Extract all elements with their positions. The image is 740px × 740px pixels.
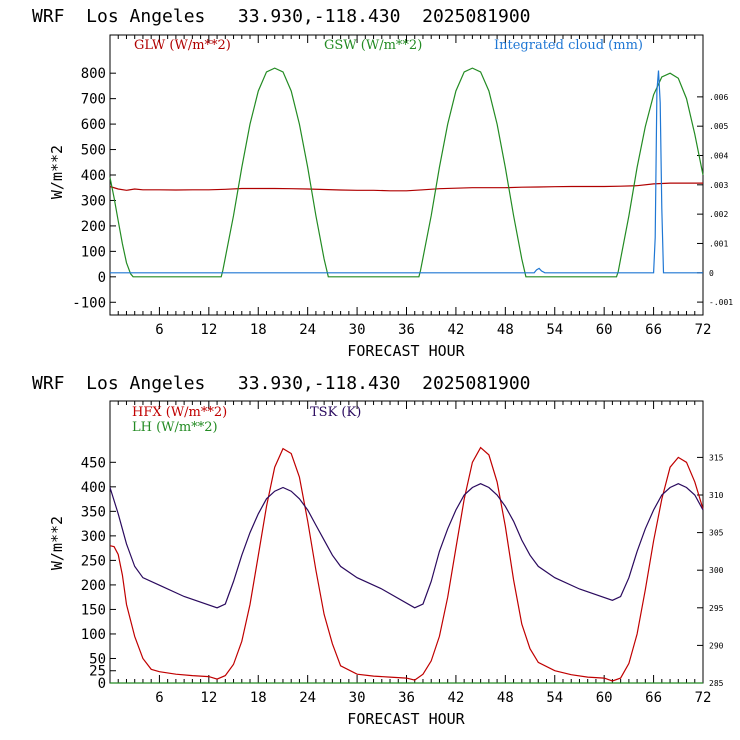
x-tick-label: 66 <box>645 322 662 338</box>
x-tick-label: 72 <box>695 690 712 706</box>
chart-legend: GLW (W/m**2) GSW (W/m**2) Integrated clo… <box>134 38 643 53</box>
legend-label-hfx: HFX (W/m**2) <box>132 405 227 420</box>
y-tick-label: 400 <box>81 480 106 496</box>
chart-surface-flux: WRF Los Angeles 33.930,-118.430 20250819… <box>32 373 724 728</box>
x-tick-label: 72 <box>695 322 712 338</box>
y-tick-label: 350 <box>81 504 106 520</box>
x-tick-label: 60 <box>596 322 613 338</box>
y-tick-label: 300 <box>81 529 106 545</box>
chart-title: WRF Los Angeles 33.930,-118.430 20250819… <box>32 373 531 394</box>
y2-tick-label: 285 <box>709 679 724 688</box>
series-line-tsk <box>109 483 704 609</box>
y-tick-label: 300 <box>81 193 106 209</box>
y-tick-label: 0 <box>98 676 106 692</box>
y-tick-label: 50 <box>89 651 106 667</box>
x-tick-label: 6 <box>155 690 163 706</box>
x-tick-label: 6 <box>155 322 163 338</box>
y2-tick-label: 315 <box>709 453 724 462</box>
y-tick-label: 700 <box>81 92 106 108</box>
x-tick-label: 54 <box>546 690 563 706</box>
x-tick-label: 24 <box>299 690 316 706</box>
y-tick-label: 400 <box>81 168 106 184</box>
x-tick-label: 48 <box>497 322 514 338</box>
x-axis-label: FORECAST HOUR <box>347 710 465 728</box>
y-tick-label: 500 <box>81 143 106 159</box>
y2-tick-label: .004 <box>709 152 728 161</box>
y2-tick-label: 290 <box>709 641 724 650</box>
y-tick-label: 450 <box>81 455 106 471</box>
y-tick-label: 200 <box>81 219 106 235</box>
y2-tick-label: 0 <box>709 269 714 278</box>
y2-tick-label: 300 <box>709 566 724 575</box>
x-tick-label: 60 <box>596 690 613 706</box>
plot-frame <box>109 400 704 684</box>
y2-tick-label: 295 <box>709 604 724 613</box>
legend-label-cloud: Integrated cloud (mm) <box>494 38 643 53</box>
legend-label-glw: GLW (W/m**2) <box>134 38 231 53</box>
chart-title: WRF Los Angeles 33.930,-118.430 20250819… <box>32 6 531 27</box>
x-tick-label: 18 <box>250 322 267 338</box>
y-axis-label: W/m**2 <box>48 145 66 199</box>
y-tick-label: 200 <box>81 578 106 594</box>
x-axis-label: FORECAST HOUR <box>347 342 465 360</box>
x-tick-label: 48 <box>497 690 514 706</box>
y-tick-label: 250 <box>81 553 106 569</box>
x-tick-label: 24 <box>299 322 316 338</box>
y2-tick-label: -.001 <box>709 298 733 307</box>
x-tick-label: 30 <box>349 322 366 338</box>
x-tick-label: 42 <box>447 690 464 706</box>
x-tick-label: 18 <box>250 690 267 706</box>
y-tick-label: 600 <box>81 117 106 133</box>
y2-tick-label: .002 <box>709 210 728 219</box>
x-tick-label: 36 <box>398 690 415 706</box>
y2-tick-label: .001 <box>709 239 728 248</box>
chart-marks: 6 12 18 24 30 36 42 48 54 60 66 72 -100 0 100 200 300 400… <box>72 35 733 338</box>
x-tick-label: 12 <box>200 690 217 706</box>
y-tick-label: -100 <box>72 295 106 311</box>
x-tick-label: 42 <box>447 322 464 338</box>
y2-tick-label: .005 <box>709 122 728 131</box>
x-tick-label: 54 <box>546 322 563 338</box>
y2-tick-label: .006 <box>709 93 728 102</box>
chart-radiation-cloud: WRF Los Angeles 33.930,-118.430 20250819… <box>32 6 733 360</box>
y2-tick-label: 310 <box>709 491 724 500</box>
y-tick-label: 800 <box>81 66 106 82</box>
series-line-hfx <box>109 446 704 682</box>
legend-label-lh: LH (W/m**2) <box>132 420 218 435</box>
series-line-integrated <box>110 70 703 274</box>
y2-tick-label: 305 <box>709 529 724 538</box>
y-tick-label: 150 <box>81 602 106 618</box>
y-tick-label: 100 <box>81 244 106 260</box>
series-line-gsw <box>109 67 704 278</box>
x-tick-label: 66 <box>645 690 662 706</box>
x-tick-label: 30 <box>349 690 366 706</box>
series-line-glw <box>109 182 703 192</box>
legend-label-tsk: TSK (K) <box>310 405 361 420</box>
y-tick-label: 100 <box>81 627 106 643</box>
x-tick-label: 36 <box>398 322 415 338</box>
y2-tick-label: .003 <box>709 181 728 190</box>
y-tick-label: 25 <box>89 664 106 680</box>
legend-label-gsw: GSW (W/m**2) <box>324 38 422 53</box>
x-tick-label: 12 <box>200 322 217 338</box>
chart-legend: HFX (W/m**2) LH (W/m**2) TSK (K) <box>132 405 361 435</box>
y-axis-label: W/m**2 <box>48 516 66 570</box>
y-tick-label: 0 <box>98 270 106 286</box>
